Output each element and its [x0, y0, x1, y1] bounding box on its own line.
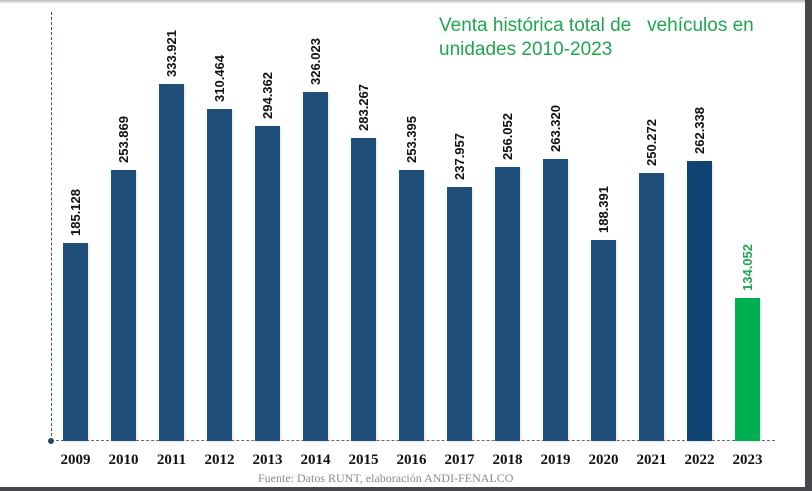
window-bottom-border — [0, 487, 812, 491]
bar-2023 — [735, 298, 760, 441]
bar-2012 — [207, 109, 232, 441]
bar-value-label: 253.869 — [116, 116, 131, 163]
bar-2017 — [447, 187, 472, 441]
x-tick-label: 2017 — [444, 452, 475, 468]
x-tick-label: 2013 — [252, 452, 283, 468]
bar-value-label: 188.391 — [596, 186, 611, 233]
x-tick-label: 2022 — [684, 452, 715, 468]
bar-value-label: 294.362 — [260, 72, 275, 119]
bar-value-label: 253.395 — [404, 116, 419, 163]
chart-title: Venta histórica total de vehículos en un… — [439, 15, 760, 60]
y-axis-line — [51, 12, 52, 441]
bar-value-label: 256.052 — [500, 113, 515, 160]
source-note: Fuente: Datos RUNT, elaboración ANDI-FEN… — [258, 471, 514, 485]
bar-2010 — [111, 170, 136, 441]
bar-2019 — [543, 159, 568, 441]
bar-value-label: 333.921 — [164, 30, 179, 77]
bar-value-label: 185.128 — [68, 189, 83, 236]
x-tick-label: 2018 — [492, 452, 523, 468]
bar-2009 — [63, 243, 88, 441]
bar-2021 — [639, 173, 664, 441]
top-shadow — [0, 0, 812, 4]
bar-2014 — [303, 92, 328, 441]
bar-value-label: 237.957 — [452, 133, 467, 180]
bar-value-label: 134.052 — [740, 244, 755, 291]
x-tick-label: 2021 — [636, 452, 667, 468]
x-tick-label: 2023 — [732, 452, 763, 468]
window-right-border — [805, 0, 812, 491]
axis-origin-dot — [48, 438, 54, 444]
x-tick-label: 2016 — [396, 452, 427, 468]
x-tick-label: 2020 — [588, 452, 619, 468]
bar-2018 — [495, 167, 520, 441]
x-tick-label: 2014 — [300, 452, 331, 468]
bar-2015 — [351, 138, 376, 441]
x-tick-label: 2010 — [108, 452, 139, 468]
bar-2022 — [687, 161, 712, 441]
bar-value-label: 263.320 — [548, 105, 563, 152]
x-tick-label: 2011 — [156, 452, 187, 468]
x-tick-label: 2019 — [540, 452, 571, 468]
bar-2013 — [255, 126, 280, 441]
bar-value-label: 250.272 — [644, 119, 659, 166]
bar-2020 — [591, 240, 616, 441]
bar-value-label: 262.338 — [692, 107, 707, 154]
bar-2016 — [399, 170, 424, 441]
bar-value-label: 310.464 — [212, 55, 227, 102]
x-tick-label: 2012 — [204, 452, 235, 468]
bar-2011 — [159, 84, 184, 441]
bar-value-label: 326.023 — [308, 38, 323, 85]
x-tick-label: 2015 — [348, 452, 379, 468]
bar-value-label: 283.267 — [356, 84, 371, 131]
x-tick-label: 2009 — [60, 452, 91, 468]
